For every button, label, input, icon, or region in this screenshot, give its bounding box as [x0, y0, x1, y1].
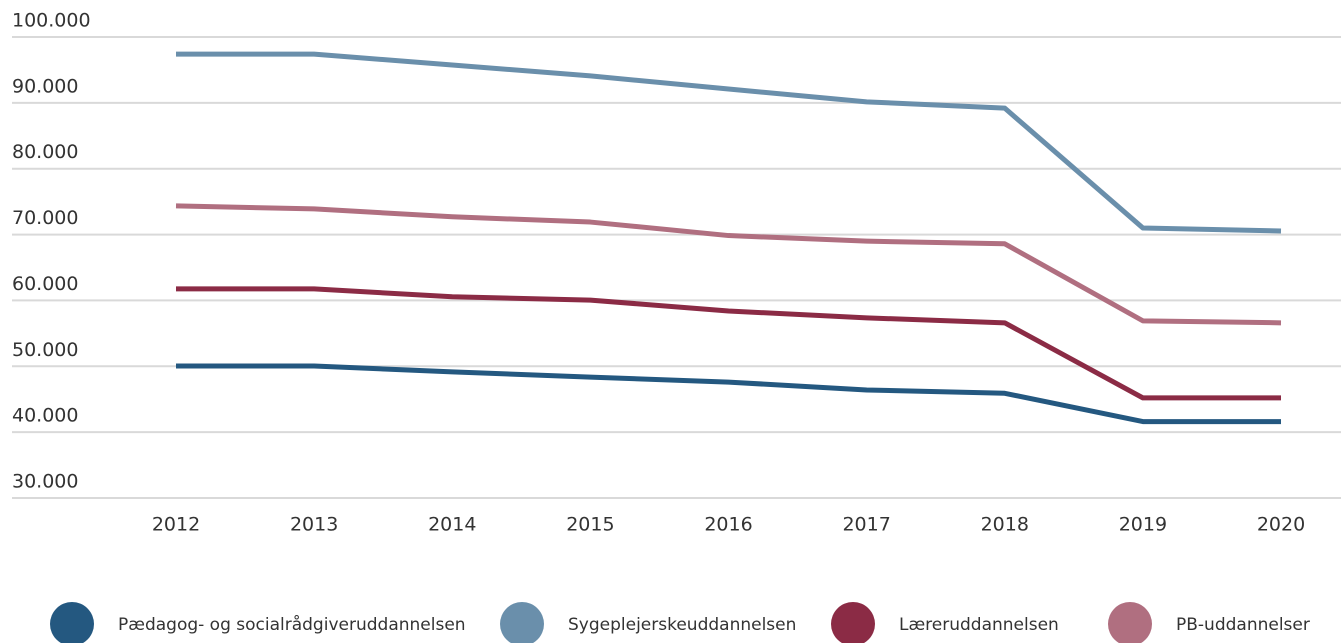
x-tick-label: 2018: [981, 514, 1029, 536]
y-tick-label: 60.000: [12, 273, 78, 295]
legend-label: Pædagog- og socialrådgiveruddannelsen: [118, 614, 466, 635]
legend-swatch: [1108, 602, 1152, 643]
x-tick-label: 2013: [290, 514, 338, 536]
x-tick-label: 2017: [842, 514, 890, 536]
x-tick-label: 2014: [428, 514, 476, 536]
legend-swatch: [500, 602, 544, 643]
y-tick-label: 50.000: [12, 339, 78, 361]
series-line: [176, 286, 1281, 401]
legend-swatch: [50, 602, 94, 643]
legend-swatch: [831, 602, 875, 643]
y-tick-label: 70.000: [12, 207, 78, 229]
y-tick-label: 100.000: [12, 10, 91, 32]
x-tick-label: 2012: [152, 514, 200, 536]
x-tick-label: 2020: [1257, 514, 1305, 536]
x-tick-label: 2015: [566, 514, 614, 536]
series-line: [176, 51, 1282, 234]
y-tick-label: 30.000: [12, 471, 78, 493]
legend-label: Sygeplejerskeuddannelsen: [568, 615, 796, 635]
x-tick-label: 2019: [1119, 514, 1167, 536]
legend-label: Læreruddannelsen: [899, 615, 1059, 635]
x-tick-label: 2016: [704, 514, 752, 536]
legend-label: PB-uddannelser: [1176, 615, 1310, 635]
y-tick-label: 40.000: [12, 405, 78, 427]
y-tick-label: 80.000: [12, 141, 78, 163]
series-line: [175, 203, 1282, 326]
y-tick-label: 90.000: [12, 75, 78, 97]
series-line: [176, 363, 1281, 425]
